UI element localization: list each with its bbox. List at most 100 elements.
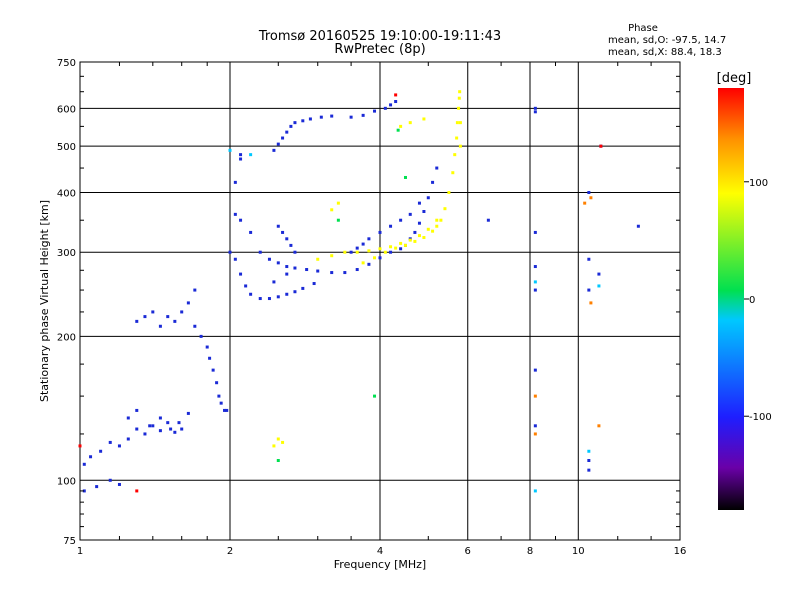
data-point xyxy=(587,257,591,261)
data-point xyxy=(151,424,155,428)
data-point xyxy=(211,368,215,372)
y-tick-label: 100 xyxy=(57,476,76,487)
data-point xyxy=(417,201,421,205)
data-point xyxy=(587,288,591,292)
stats-x-mode: mean, sd,X: 88.4, 18.3 xyxy=(608,47,722,58)
data-point xyxy=(378,230,382,234)
stats-o-mode: mean, sd,O: -97.5, 14.7 xyxy=(608,35,726,46)
data-point xyxy=(285,237,289,241)
data-point xyxy=(108,478,112,482)
data-point xyxy=(394,100,398,104)
data-point xyxy=(589,196,593,200)
data-point xyxy=(319,115,323,119)
data-point xyxy=(336,201,340,205)
data-point xyxy=(330,271,334,275)
data-point xyxy=(205,345,209,349)
data-point xyxy=(355,268,359,272)
data-point xyxy=(533,489,537,493)
data-point xyxy=(599,144,603,148)
data-point xyxy=(408,212,412,216)
data-point xyxy=(373,256,377,260)
data-point xyxy=(394,246,398,250)
data-point xyxy=(458,90,462,94)
data-point xyxy=(373,109,377,113)
data-point xyxy=(276,261,280,265)
data-point xyxy=(455,121,459,125)
data-point xyxy=(431,229,435,233)
data-point xyxy=(166,315,170,319)
data-point xyxy=(451,171,455,175)
y-tick-label: 300 xyxy=(57,248,76,259)
data-point xyxy=(158,324,162,328)
data-point xyxy=(89,455,93,459)
data-point xyxy=(208,356,212,360)
data-point xyxy=(219,401,223,405)
data-point xyxy=(597,272,601,276)
colorbar-tick-label: 0 xyxy=(749,295,755,306)
data-point xyxy=(289,243,293,247)
data-point xyxy=(403,243,407,247)
data-point xyxy=(343,271,347,275)
data-point xyxy=(276,437,280,441)
data-points xyxy=(78,90,640,493)
data-point xyxy=(272,444,276,448)
data-point xyxy=(533,394,537,398)
data-point xyxy=(399,247,403,251)
data-point xyxy=(281,440,285,444)
data-point xyxy=(249,230,253,234)
data-point xyxy=(399,218,403,222)
data-point xyxy=(533,110,537,114)
data-point xyxy=(233,212,237,216)
data-point xyxy=(305,268,309,272)
y-axis-ticks: 75 100 200 300 400 500 600 750 xyxy=(57,58,680,547)
data-point xyxy=(285,272,289,276)
data-point xyxy=(117,444,121,448)
data-point xyxy=(82,489,86,493)
data-point xyxy=(126,416,130,420)
data-point xyxy=(422,117,426,121)
data-point xyxy=(285,292,289,296)
data-point xyxy=(408,238,412,242)
data-point xyxy=(281,230,285,234)
data-point xyxy=(186,411,190,415)
data-point xyxy=(281,136,285,140)
data-point xyxy=(180,427,184,431)
data-point xyxy=(587,449,591,453)
data-point xyxy=(82,462,86,466)
data-point xyxy=(417,221,421,225)
data-point xyxy=(272,148,276,152)
data-point xyxy=(486,218,490,222)
data-point xyxy=(244,284,248,288)
data-point xyxy=(135,427,139,431)
data-point xyxy=(583,201,587,205)
data-point xyxy=(455,136,459,140)
data-point xyxy=(361,113,365,117)
data-point xyxy=(293,290,297,294)
y-axis-label: Stationary phase Virtual Height [km] xyxy=(38,200,51,402)
colorbar-gradient xyxy=(718,88,744,510)
data-point xyxy=(587,458,591,462)
data-point xyxy=(158,429,162,433)
data-point xyxy=(217,394,221,398)
y-tick-label: 600 xyxy=(57,104,76,115)
data-point xyxy=(249,292,253,296)
data-point xyxy=(293,121,297,125)
data-point xyxy=(458,144,462,148)
y-tick-label: 200 xyxy=(57,332,76,343)
data-point xyxy=(177,421,181,425)
data-point xyxy=(267,257,271,261)
data-point xyxy=(239,157,243,161)
data-point xyxy=(193,288,197,292)
data-point xyxy=(276,458,280,462)
data-point xyxy=(239,153,243,157)
x-tick-label: 8 xyxy=(527,546,533,557)
data-point xyxy=(199,334,203,338)
data-point xyxy=(223,408,227,412)
x-tick-label: 16 xyxy=(674,546,687,557)
data-point xyxy=(108,440,112,444)
data-point xyxy=(312,282,316,286)
data-point xyxy=(135,319,139,323)
colorbar-tick-label: -100 xyxy=(749,412,772,423)
data-point xyxy=(316,257,320,261)
